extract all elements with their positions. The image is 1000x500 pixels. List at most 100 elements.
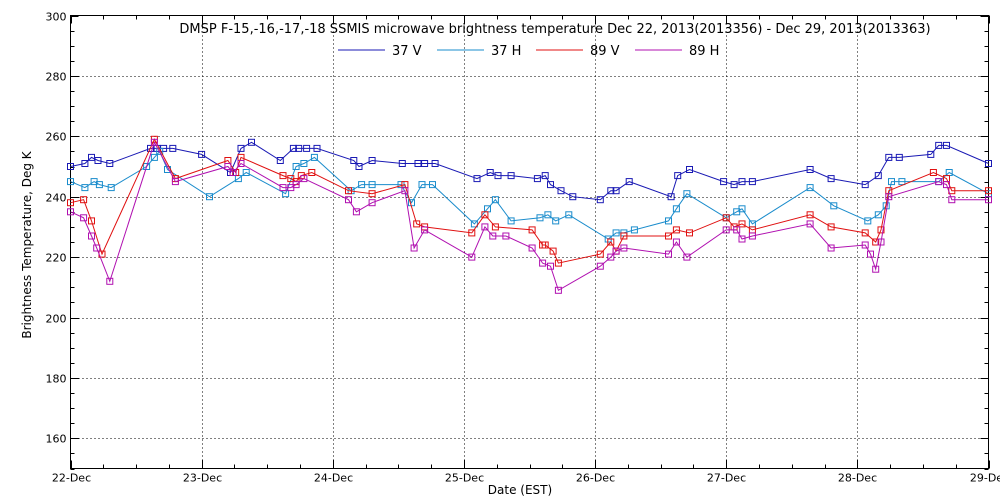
legend: 37 V 37 H 89 V 89 H — [338, 44, 719, 59]
data-point-37v — [198, 150, 206, 158]
x-tick-label: 22-Dec — [52, 472, 91, 485]
data-point-37h — [507, 217, 515, 225]
data-point-37v — [806, 166, 814, 173]
data-point-89h — [539, 259, 547, 267]
data-point-37v — [738, 178, 746, 186]
data-point-89h — [88, 232, 95, 240]
data-point-37h — [107, 184, 115, 192]
data-point-89v — [872, 238, 880, 246]
x-tick-label: 28-Dec — [838, 472, 877, 485]
data-point-89v — [481, 211, 489, 219]
data-point-89h — [943, 181, 950, 189]
data-point-89v — [468, 229, 476, 237]
data-point-37h — [830, 202, 838, 210]
data-point-89h — [620, 244, 628, 252]
x-tick-label: 23-Dec — [183, 472, 222, 485]
data-point-89v — [877, 226, 885, 234]
data-point-37h — [806, 184, 814, 192]
data-point-37h — [143, 163, 151, 170]
data-point-89h — [410, 244, 418, 252]
data-point-37v — [350, 157, 358, 164]
data-point-89h — [171, 178, 179, 186]
data-point-89h — [877, 238, 885, 246]
y-tick-label: 160 — [46, 433, 67, 446]
data-point-89v — [554, 259, 562, 267]
data-point-89h — [468, 253, 476, 261]
grid-lines — [70, 15, 989, 469]
x-axis-title: Date (EST) — [488, 483, 552, 497]
data-point-37h — [665, 217, 672, 225]
plot-frame — [70, 15, 989, 469]
data-point-37v — [237, 144, 245, 152]
data-point-89h — [489, 232, 497, 240]
data-point-89v — [528, 226, 536, 234]
data-point-89h — [481, 223, 489, 231]
data-point-37v — [827, 175, 835, 183]
data-point-89h — [352, 208, 360, 216]
data-point-37h — [470, 220, 478, 228]
data-point-89h — [607, 253, 615, 261]
data-point-37h — [429, 181, 436, 189]
data-point-37h — [67, 178, 74, 186]
data-point-89v — [686, 229, 693, 237]
legend-label-89h: 89 H — [689, 44, 719, 59]
data-point-89h — [150, 138, 158, 146]
data-point-37v — [674, 172, 682, 180]
data-point-89v — [549, 247, 557, 255]
data-point-89h — [300, 175, 308, 183]
x-tick-label: 26-Dec — [576, 472, 615, 485]
data-point-37v — [547, 181, 554, 189]
data-point-89h — [748, 232, 756, 240]
data-point-89h — [827, 244, 835, 252]
data-point-37h — [683, 190, 691, 198]
data-point-89h — [279, 184, 287, 192]
data-point-89h — [935, 178, 943, 186]
data-point-89v — [672, 226, 680, 234]
data-point-89h — [612, 247, 620, 255]
data-point-89v — [308, 169, 316, 176]
data-point-37v — [895, 153, 903, 161]
data-point-37v — [612, 187, 620, 195]
data-point-89v — [985, 187, 992, 195]
data-point-37v — [557, 187, 565, 195]
data-point-37h — [544, 211, 552, 219]
data-point-37h — [292, 163, 300, 170]
data-point-37h — [310, 153, 318, 161]
data-point-89v — [861, 229, 869, 237]
legend-label-37h: 37 H — [491, 44, 521, 59]
data-point-37v — [473, 175, 481, 183]
data-point-37v — [720, 178, 728, 186]
data-point-37h — [565, 211, 573, 219]
data-point-89h — [554, 286, 562, 294]
data-point-37v — [667, 193, 675, 201]
y-tick-label: 300 — [46, 11, 67, 24]
data-point-89v — [413, 220, 421, 228]
data-point-37v — [303, 144, 311, 152]
data-point-89v — [279, 172, 287, 180]
data-point-37v — [607, 187, 615, 195]
data-point-89v — [827, 223, 835, 231]
data-point-89h — [885, 193, 893, 201]
data-point-37h — [536, 214, 544, 222]
data-point-37v — [494, 172, 502, 180]
data-point-89h — [985, 196, 992, 204]
data-point-37v — [276, 157, 284, 164]
y-tick-label: 220 — [46, 252, 67, 265]
series-line-37v — [70, 141, 989, 201]
data-point-89h — [368, 199, 376, 207]
x-tick-label: 24-Dec — [314, 472, 353, 485]
data-point-37v — [421, 160, 429, 167]
data-point-37v — [147, 144, 154, 152]
y-tick-label: 280 — [46, 71, 67, 84]
data-point-37v — [289, 144, 297, 152]
data-point-89h — [80, 214, 88, 222]
data-point-37h — [898, 178, 906, 186]
data-point-37v — [431, 160, 439, 167]
data-point-89h — [596, 262, 604, 270]
data-point-89h — [948, 196, 956, 204]
data-point-37h — [206, 193, 213, 201]
data-point-37h — [150, 153, 158, 161]
legend-label-89v: 89 V — [590, 44, 620, 59]
data-point-37v — [748, 178, 756, 186]
data-point-89h — [665, 250, 672, 258]
